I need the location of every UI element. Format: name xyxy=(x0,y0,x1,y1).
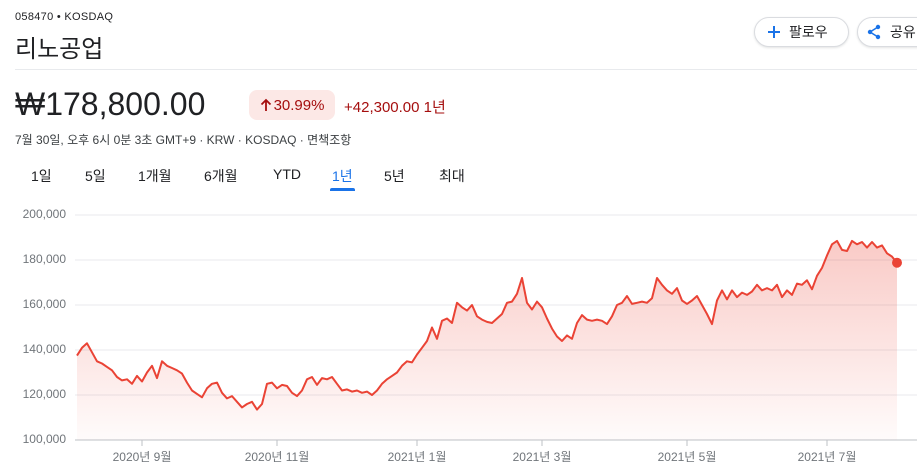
x-tick-label: 2021년 7월 xyxy=(798,450,857,464)
price: ₩178,800.00 xyxy=(15,86,206,122)
y-tick-label: 160,000 xyxy=(23,297,67,311)
y-tick-label: 100,000 xyxy=(23,432,67,446)
divider xyxy=(15,69,917,70)
x-tick-label: 2021년 5월 xyxy=(658,450,717,464)
share-label[interactable]: 공유 xyxy=(890,24,916,40)
range-tab[interactable]: 최대 xyxy=(439,168,465,184)
company-name: 리노공업 xyxy=(15,36,104,63)
change-badge: 30.99% xyxy=(249,90,335,120)
y-tick-label: 120,000 xyxy=(23,387,67,401)
range-tab[interactable]: 6개월 xyxy=(204,168,238,184)
ticker: 058470 • KOSDAQ xyxy=(15,11,114,23)
range-tab[interactable]: 1개월 xyxy=(138,168,172,184)
last-point xyxy=(892,257,902,268)
x-tick-label: 2021년 3월 xyxy=(513,450,572,464)
change-percent: 30.99% xyxy=(273,96,325,114)
share-button[interactable]: 공유 xyxy=(857,17,917,47)
range-tab[interactable]: 1일 xyxy=(31,168,52,184)
plus-icon xyxy=(768,26,780,38)
range-tab[interactable]: 5년 xyxy=(384,168,405,184)
follow-button[interactable]: 팔로우 xyxy=(754,17,849,47)
share-icon xyxy=(867,24,881,40)
range-tab[interactable]: YTD xyxy=(273,166,301,182)
area-fill xyxy=(77,240,897,440)
range-tab[interactable]: 1년 xyxy=(330,168,355,191)
price-line xyxy=(76,239,898,411)
change-amount: +42,300.00 1년 xyxy=(344,99,446,116)
follow-label[interactable]: 팔로우 xyxy=(789,24,828,40)
y-tick-label: 140,000 xyxy=(23,342,67,356)
x-tick-label: 2020년 11월 xyxy=(245,450,310,464)
y-tick-label: 180,000 xyxy=(23,252,67,266)
range-tab[interactable]: 5일 xyxy=(85,168,106,184)
timestamp: 7월 30일, 오후 6시 0분 3초 GMT+9 · KRW · KOSDAQ… xyxy=(15,133,352,147)
up-arrow xyxy=(260,98,271,111)
x-tick-label: 2020년 9월 xyxy=(113,450,172,464)
y-tick-label: 200,000 xyxy=(23,207,67,221)
x-tick-label: 2021년 1월 xyxy=(388,450,447,464)
